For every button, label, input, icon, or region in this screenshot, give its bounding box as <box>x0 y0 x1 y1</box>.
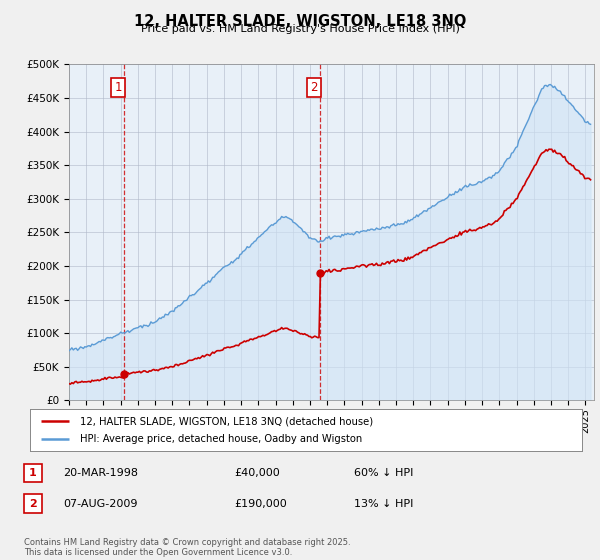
Text: 20-MAR-1998: 20-MAR-1998 <box>63 468 138 478</box>
Text: £40,000: £40,000 <box>234 468 280 478</box>
Text: Price paid vs. HM Land Registry's House Price Index (HPI): Price paid vs. HM Land Registry's House … <box>140 24 460 34</box>
Text: £190,000: £190,000 <box>234 499 287 509</box>
Text: 12, HALTER SLADE, WIGSTON, LE18 3NQ (detached house): 12, HALTER SLADE, WIGSTON, LE18 3NQ (det… <box>80 417 373 426</box>
Text: 1: 1 <box>115 81 122 94</box>
Text: 07-AUG-2009: 07-AUG-2009 <box>63 499 137 509</box>
Text: 13% ↓ HPI: 13% ↓ HPI <box>354 499 413 509</box>
Text: 2: 2 <box>29 499 37 509</box>
Text: 1: 1 <box>29 468 37 478</box>
Text: HPI: Average price, detached house, Oadby and Wigston: HPI: Average price, detached house, Oadb… <box>80 434 362 444</box>
Text: 60% ↓ HPI: 60% ↓ HPI <box>354 468 413 478</box>
Text: 2: 2 <box>310 81 317 94</box>
Text: Contains HM Land Registry data © Crown copyright and database right 2025.
This d: Contains HM Land Registry data © Crown c… <box>24 538 350 557</box>
Text: 12, HALTER SLADE, WIGSTON, LE18 3NQ: 12, HALTER SLADE, WIGSTON, LE18 3NQ <box>134 14 466 29</box>
